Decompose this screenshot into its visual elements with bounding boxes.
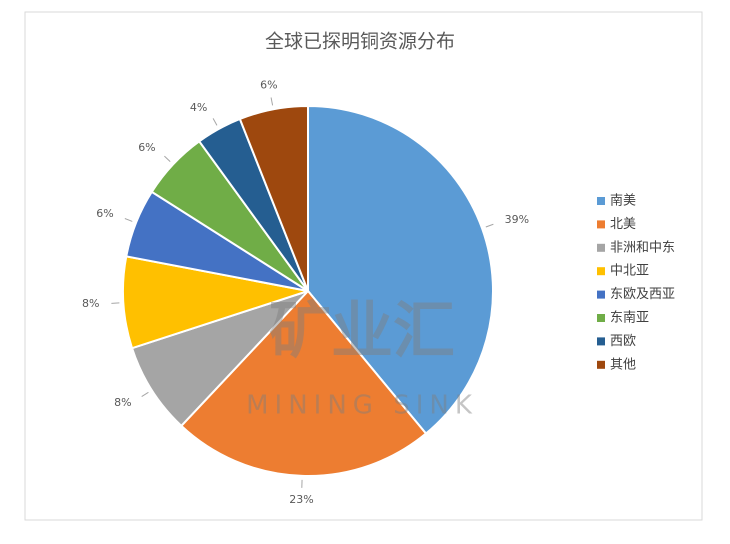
legend-swatch [597,314,605,322]
legend-swatch [597,291,605,299]
data-label: 6% [138,141,155,154]
legend-swatch [597,267,605,275]
legend-label: 东南亚 [610,310,649,326]
watermark: MINING SINK [246,391,478,421]
data-label: 4% [190,101,207,114]
data-label: 8% [82,297,99,310]
legend-label: 南美 [610,193,636,209]
legend-label: 东欧及西亚 [610,287,675,302]
data-label: 39% [505,213,529,226]
legend-swatch [597,337,605,345]
data-label: 6% [96,207,113,220]
legend-swatch [597,244,605,252]
watermark: 矿业汇 [269,294,455,367]
legend-label: 中北亚 [610,264,649,279]
legend-label: 非洲和中东 [610,240,675,255]
legend-label: 西欧 [610,334,636,349]
data-label: 23% [289,493,313,506]
legend-swatch [597,361,605,369]
legend-label: 北美 [610,217,636,232]
data-label: 6% [260,79,277,92]
legend-label: 其他 [610,357,636,372]
legend-swatch [597,197,605,205]
legend-swatch [597,220,605,228]
chart-title: 全球已探明铜资源分布 [265,31,455,53]
leader-line [111,303,119,304]
data-label: 8% [114,396,131,409]
